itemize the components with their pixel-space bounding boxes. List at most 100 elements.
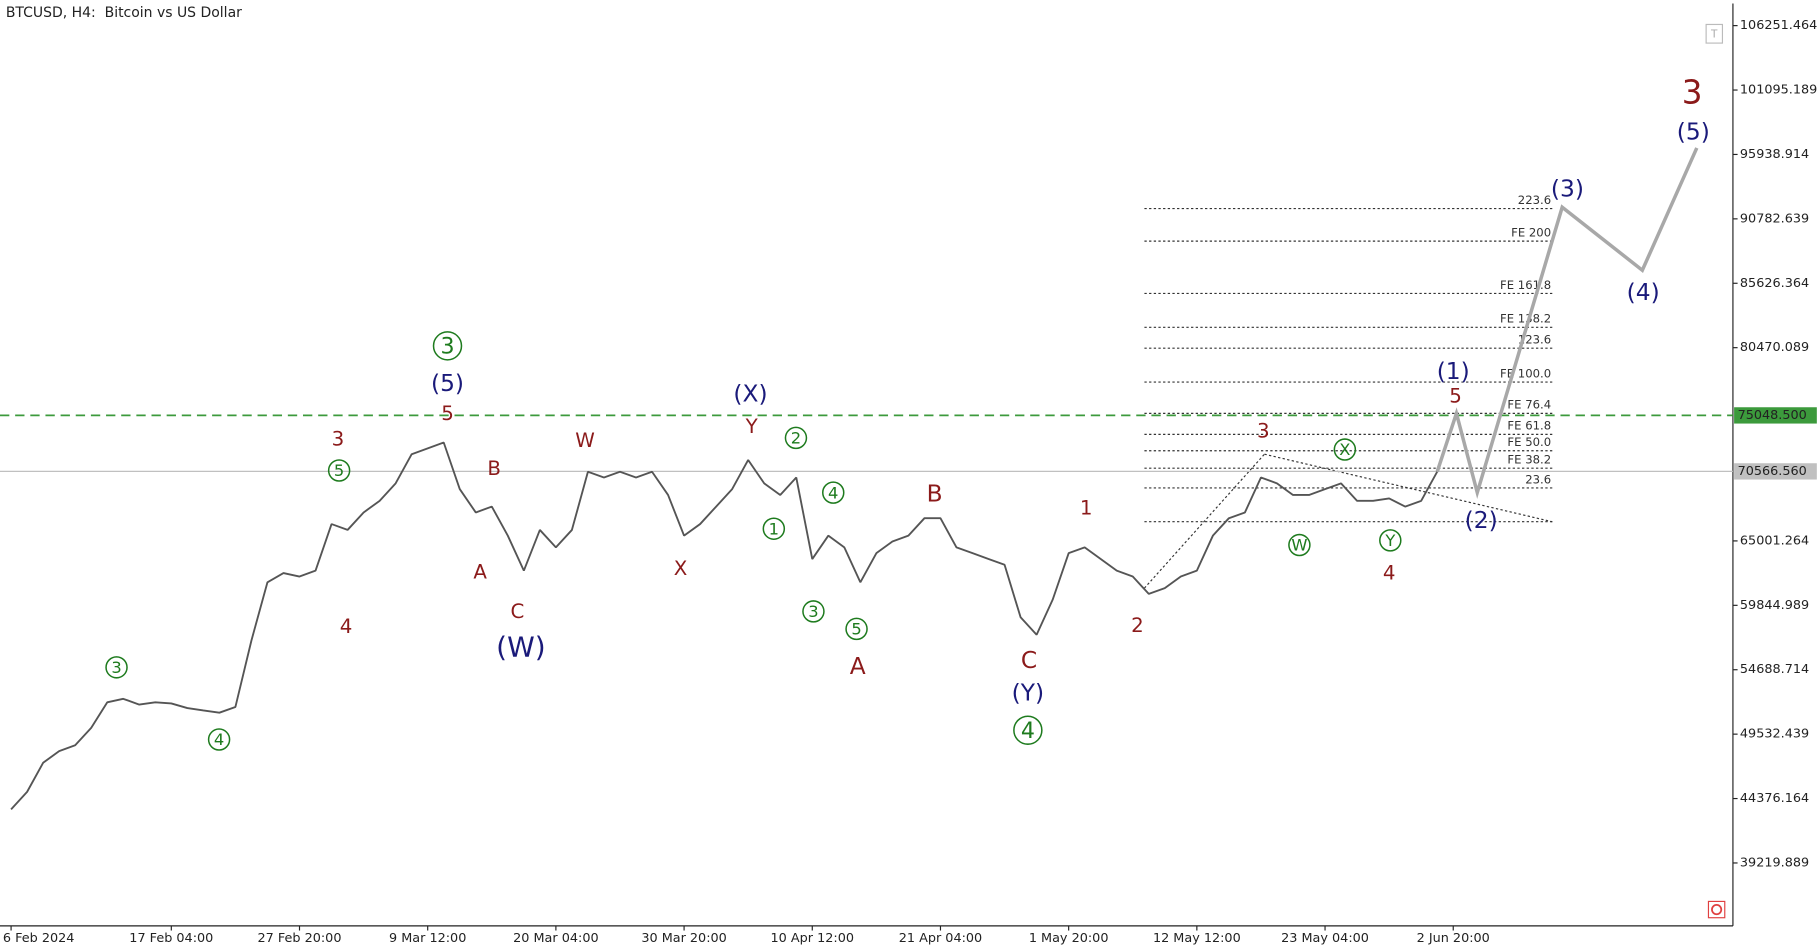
wave-label: A [473,560,487,583]
wave-circle [327,459,351,482]
x-tick-label: 30 Mar 20:00 [641,931,726,946]
wave-label: 5 [851,620,861,639]
fib-label: FE 100.0 [1500,366,1551,380]
wave-circle [1288,533,1311,557]
fib-label: 23.6 [1525,472,1551,486]
wave-circle [207,728,231,751]
wave-label: 4 [340,615,353,638]
fib-label: 223.6 [1518,193,1551,207]
fib-label: FE 61.8 [1507,419,1551,433]
wave-label: B [487,457,501,480]
channel-line [1143,453,1265,589]
wave-label: A [850,653,866,680]
fib-label: 123.6 [1518,333,1551,347]
wave-circle [1013,715,1043,745]
wave-label: (Y) [1012,680,1044,707]
trade-icon-glyph[interactable]: T [1710,28,1718,40]
y-tick-label: 95938.914 [1740,147,1809,162]
y-tick-label: 39219.889 [1740,855,1809,870]
wave-label: C [511,600,525,623]
wave-label: 4 [1383,562,1396,585]
x-tick-label: 27 Feb 20:00 [258,931,342,946]
wave-label: 5 [1449,385,1462,408]
wave-label: 3 [808,602,818,621]
wave-label: 4 [1021,718,1035,744]
x-tick-label: 10 Apr 12:00 [771,931,854,946]
x-tick-label: 1 May 20:00 [1029,931,1109,946]
wave-label: 2 [791,429,801,448]
wave-label: 1 [1080,496,1093,519]
wave-label: 1 [769,519,779,538]
x-tick-label: 17 Feb 04:00 [129,931,213,946]
y-tick-label: 44376.164 [1740,791,1809,806]
fib-label: FE 200 [1511,225,1551,239]
price-label: 75048.500 [1738,408,1807,423]
wave-circle [432,331,463,361]
x-tick-label: 6 Feb 2024 [3,931,75,946]
wave-label: (X) [733,380,767,407]
wave-label: (W) [496,631,545,664]
price-label: 70566.560 [1738,464,1807,479]
wave-label: 3 [440,334,454,360]
price-series [10,441,1439,811]
fib-label: FE 38.2 [1507,453,1551,467]
y-tick-label: 80470.089 [1740,340,1809,355]
wave-label: 5 [441,402,454,425]
wave-label: 4 [214,730,224,749]
fib-label: FE 161.8 [1500,278,1551,292]
wave-label: (5) [431,370,464,397]
wave-circle [1379,529,1402,552]
wave-label: 5 [334,461,344,480]
wave-label: 2 [1131,614,1144,637]
x-tick-label: 2 Jun 20:00 [1417,931,1490,946]
y-tick-label: 49532.439 [1740,727,1809,742]
chart-title: BTCUSD, H4: Bitcoin vs US Dollar [6,5,242,21]
alert-icon[interactable] [1707,900,1726,919]
x-tick-label: 23 May 04:00 [1281,931,1369,946]
wave-label: 3 [111,658,121,677]
price-label-box [1734,463,1817,480]
wave-label: (3) [1551,175,1584,202]
price-label-box [1734,407,1817,424]
wave-circle [1333,438,1357,461]
wave-circle [822,481,845,504]
y-tick-label: 54688.714 [1740,662,1809,677]
wave-label: 3 [1257,420,1270,443]
y-tick-label: 106251.464 [1740,18,1817,33]
y-tick-label: 85626.364 [1740,276,1809,291]
wave-label: X [1339,440,1350,459]
wave-label: B [927,480,943,507]
y-tick-label: 59844.989 [1740,598,1809,613]
wave-label: (5) [1677,118,1710,145]
y-tick-label: 101095.189 [1740,83,1817,98]
wave-label: (1) [1437,358,1470,385]
wave-label: W [1291,536,1307,555]
trade-icon[interactable] [1705,23,1724,44]
wave-circle [105,656,128,679]
wave-label: (2) [1465,507,1498,534]
alert-icon-glyph[interactable] [1711,904,1723,916]
wave-circle [845,617,868,641]
x-tick-label: 12 May 12:00 [1153,931,1241,946]
wave-label: X [674,557,688,580]
x-tick-label: 20 Mar 04:00 [513,931,598,946]
fib-label: FE 50.0 [1507,435,1551,449]
wave-label: C [1021,647,1037,674]
wave-circle [784,426,808,450]
x-tick-label: 9 Mar 12:00 [389,931,466,946]
y-tick-label: 65001.264 [1740,533,1809,548]
wave-label: W [575,429,595,452]
wave-circle [762,517,786,540]
wave-label: 4 [828,483,838,502]
x-tick-label: 21 Apr 04:00 [899,931,982,946]
wave-label: Y [745,415,759,438]
fib-label: FE 138.2 [1500,312,1551,326]
projection-path [1435,147,1699,500]
wave-label: 3 [332,428,345,451]
wave-label: (4) [1627,279,1660,306]
y-tick-label: 90782.639 [1740,211,1809,226]
fib-label: FE 76.4 [1507,398,1551,412]
wave-label: Y [1384,531,1395,550]
